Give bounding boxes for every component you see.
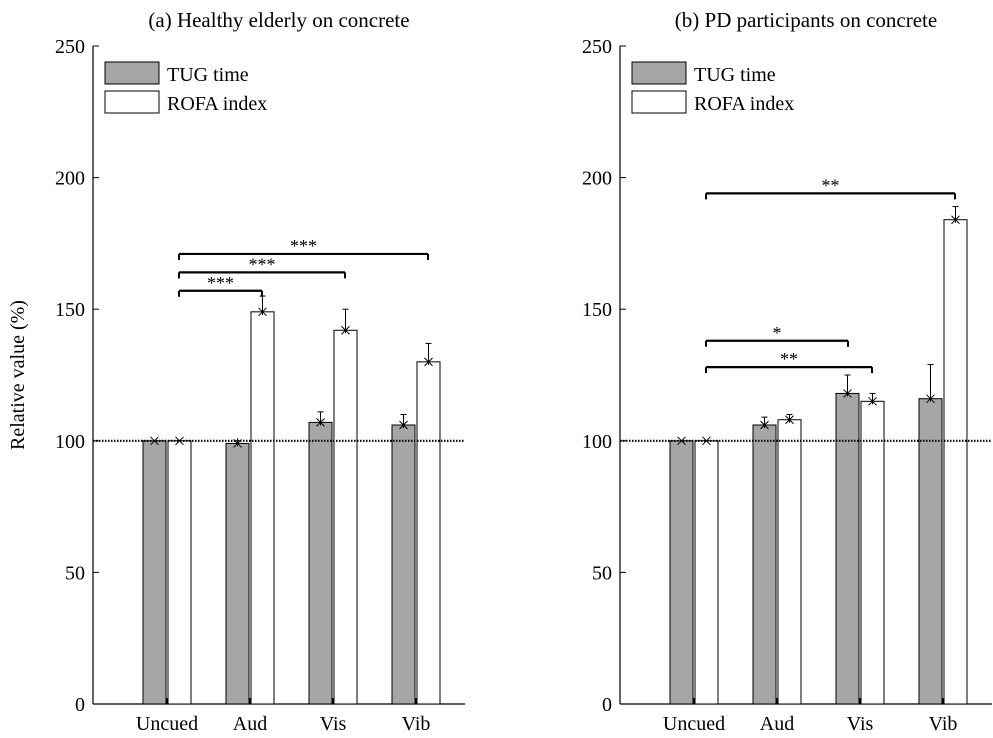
mean-marker bbox=[399, 420, 408, 430]
legend-label: ROFA index bbox=[167, 93, 267, 115]
significance-label: ** bbox=[822, 175, 840, 195]
significance-bracket: *** bbox=[178, 254, 346, 279]
significance-label: *** bbox=[249, 254, 276, 274]
significance-bracket: * bbox=[705, 323, 849, 347]
legend-label: TUG time bbox=[694, 64, 776, 86]
rofa-bar-aud bbox=[777, 419, 802, 705]
y-tick-label: 200 bbox=[55, 168, 85, 190]
legend-swatch-rofa bbox=[631, 90, 687, 114]
mean-marker bbox=[951, 214, 960, 225]
significance-bracket: *** bbox=[178, 273, 263, 297]
legend-swatch-tug bbox=[631, 61, 687, 85]
tug-bar-uncued bbox=[669, 440, 694, 705]
mean-marker bbox=[926, 393, 935, 404]
legend-label: TUG time bbox=[167, 64, 249, 86]
mean-marker bbox=[316, 417, 325, 427]
x-tick-label: Aud bbox=[233, 713, 267, 735]
y-tick-label: 50 bbox=[592, 562, 612, 584]
y-tick-label: 50 bbox=[65, 562, 85, 584]
significance-bracket: ** bbox=[705, 349, 873, 374]
tug-bar-aud bbox=[225, 442, 250, 705]
x-tick-label: Vib bbox=[929, 713, 958, 735]
y-tick-label: 200 bbox=[582, 168, 612, 190]
mean-marker bbox=[785, 414, 794, 425]
rofa-bar-vis bbox=[860, 400, 885, 705]
mean-marker bbox=[341, 325, 350, 335]
mean-marker bbox=[424, 356, 433, 367]
significance-label: ** bbox=[780, 349, 798, 369]
x-tick-label: Vib bbox=[402, 713, 431, 735]
tug-bar-uncued bbox=[142, 440, 167, 705]
y-tick-label: 100 bbox=[55, 431, 85, 453]
legend: TUG time ROFA index bbox=[104, 61, 267, 115]
x-tick-label: Aud bbox=[760, 713, 794, 735]
x-tick-label: Vis bbox=[847, 713, 874, 735]
significance-label: *** bbox=[207, 273, 234, 293]
x-tick-label: Uncued bbox=[663, 713, 725, 735]
y-tick-label: 150 bbox=[582, 299, 612, 321]
tug-bar-vib bbox=[918, 398, 943, 705]
legend-swatch-tug bbox=[104, 61, 160, 85]
rofa-bar-vis bbox=[333, 329, 358, 705]
mean-marker bbox=[760, 420, 769, 430]
y-tick-label: 100 bbox=[582, 431, 612, 453]
panel-b: (b) PD participants on concrete 0 50 100 150… bbox=[582, 8, 992, 735]
rofa-bar-uncued bbox=[167, 440, 192, 705]
mean-marker bbox=[702, 436, 711, 446]
significance-bracket: ** bbox=[705, 175, 956, 200]
y-tick-label: 250 bbox=[55, 36, 85, 58]
tug-bar-aud bbox=[752, 424, 777, 705]
tug-bar-vib bbox=[391, 424, 416, 705]
legend-swatch-rofa bbox=[104, 90, 160, 114]
x-tick-label: Uncued bbox=[136, 713, 198, 735]
legend: TUG time ROFA index bbox=[631, 61, 794, 115]
mean-marker bbox=[843, 388, 852, 398]
y-tick-label: 150 bbox=[55, 299, 85, 321]
chart-title: (b) PD participants on concrete bbox=[675, 8, 937, 32]
legend-label: ROFA index bbox=[694, 93, 794, 115]
y-tick-label: 0 bbox=[75, 694, 85, 716]
significance-bracket: *** bbox=[178, 236, 429, 260]
y-tick-label: 0 bbox=[602, 694, 612, 716]
chart-title: (a) Healthy elderly on concrete bbox=[148, 8, 409, 32]
rofa-bar-vib bbox=[416, 361, 441, 705]
y-axis-label: Relative value (%) bbox=[7, 300, 29, 450]
rofa-bar-uncued bbox=[694, 440, 719, 705]
rofa-bar-vib bbox=[943, 219, 968, 705]
mean-marker bbox=[175, 436, 184, 446]
rofa-bar-aud bbox=[250, 311, 275, 705]
x-tick-label: Vis bbox=[320, 713, 347, 735]
mean-marker bbox=[868, 396, 877, 406]
y-tick-label: 250 bbox=[582, 36, 612, 58]
mean-marker bbox=[258, 306, 267, 317]
significance-label: *** bbox=[290, 236, 317, 256]
tug-bar-vis bbox=[308, 421, 333, 705]
significance-label: * bbox=[773, 323, 782, 343]
panel-a: (a) Healthy elderly on concrete 0 50 100 150… bbox=[55, 8, 465, 735]
